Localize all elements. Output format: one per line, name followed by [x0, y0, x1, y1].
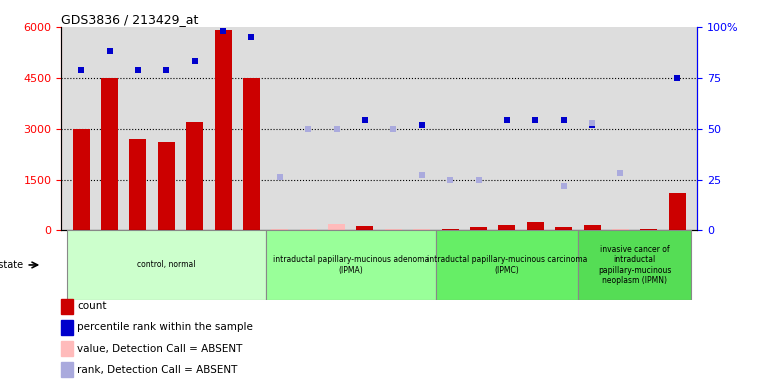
- Text: intraductal papillary-mucinous carcinoma
(IPMC): intraductal papillary-mucinous carcinoma…: [427, 255, 587, 275]
- Bar: [640, 229, 657, 230]
- Bar: [328, 223, 345, 230]
- Bar: [266, 230, 436, 300]
- Bar: [129, 139, 146, 230]
- Text: control, normal: control, normal: [137, 260, 195, 270]
- Bar: [442, 229, 459, 230]
- Text: percentile rank within the sample: percentile rank within the sample: [77, 323, 253, 333]
- Bar: [67, 230, 266, 300]
- Bar: [73, 129, 90, 230]
- Bar: [470, 227, 487, 230]
- Bar: [186, 122, 203, 230]
- Text: intraductal papillary-mucinous adenoma
(IPMA): intraductal papillary-mucinous adenoma (…: [273, 255, 429, 275]
- Bar: [300, 229, 316, 230]
- Bar: [214, 30, 231, 230]
- Bar: [584, 225, 601, 230]
- Bar: [61, 341, 73, 356]
- Bar: [271, 229, 288, 230]
- Text: disease state: disease state: [0, 260, 23, 270]
- Bar: [356, 226, 374, 230]
- Bar: [158, 142, 175, 230]
- Bar: [243, 78, 260, 230]
- Bar: [612, 229, 629, 230]
- Bar: [555, 227, 572, 230]
- Bar: [669, 193, 686, 230]
- Bar: [101, 78, 118, 230]
- Bar: [436, 230, 578, 300]
- Bar: [61, 320, 73, 335]
- Bar: [578, 230, 692, 300]
- Bar: [61, 362, 73, 377]
- Bar: [413, 229, 430, 230]
- Bar: [527, 222, 544, 230]
- Text: count: count: [77, 301, 106, 311]
- Text: value, Detection Call = ABSENT: value, Detection Call = ABSENT: [77, 344, 243, 354]
- Text: invasive cancer of
intraductal
papillary-mucinous
neoplasm (IPMN): invasive cancer of intraductal papillary…: [598, 245, 671, 285]
- Text: rank, Detection Call = ABSENT: rank, Detection Call = ABSENT: [77, 365, 237, 375]
- Bar: [61, 299, 73, 314]
- Bar: [385, 229, 402, 230]
- Bar: [499, 225, 516, 230]
- Text: GDS3836 / 213429_at: GDS3836 / 213429_at: [61, 13, 198, 26]
